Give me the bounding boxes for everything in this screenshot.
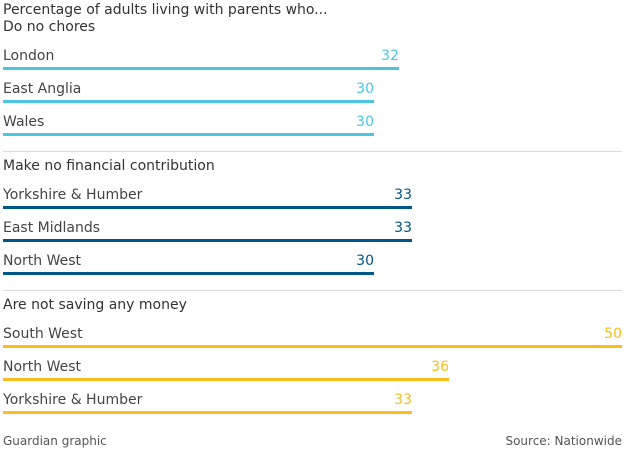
data-label: 33 bbox=[394, 220, 412, 236]
category-label: North West bbox=[3, 359, 82, 375]
bar bbox=[3, 206, 412, 209]
bar-row: East Anglia 30 bbox=[3, 77, 374, 107]
category-label: Yorkshire & Humber bbox=[3, 187, 143, 203]
bar bbox=[3, 345, 622, 348]
data-label: 36 bbox=[431, 359, 449, 375]
category-label: Wales bbox=[3, 114, 45, 130]
graphic-credit: Guardian graphic bbox=[3, 434, 107, 448]
bar-row: London 32 bbox=[3, 44, 399, 74]
category-label: North West bbox=[3, 253, 82, 269]
data-label: 30 bbox=[356, 253, 374, 269]
bar bbox=[3, 67, 399, 70]
bar bbox=[3, 239, 412, 242]
data-label: 30 bbox=[356, 81, 374, 97]
group-title: Do no chores bbox=[3, 19, 96, 35]
bar-row: East Midlands 33 bbox=[3, 216, 412, 246]
category-label: East Anglia bbox=[3, 81, 82, 97]
bar bbox=[3, 272, 374, 275]
bar bbox=[3, 411, 412, 414]
bar-row: Wales 30 bbox=[3, 110, 374, 140]
bar-row: Yorkshire & Humber 33 bbox=[3, 388, 412, 418]
category-label: Yorkshire & Humber bbox=[3, 392, 143, 408]
group-title: Make no financial contribution bbox=[3, 158, 215, 174]
bar-row: North West 36 bbox=[3, 355, 449, 385]
bar-row: South West 50 bbox=[3, 322, 622, 352]
bar-row: Yorkshire & Humber 33 bbox=[3, 183, 412, 213]
category-label: South West bbox=[3, 326, 83, 342]
group-divider bbox=[3, 290, 622, 291]
data-label: 30 bbox=[356, 114, 374, 130]
chart-title: Percentage of adults living with parents… bbox=[3, 2, 328, 18]
bar-row: North West 30 bbox=[3, 249, 374, 279]
source-note: Source: Nationwide bbox=[505, 434, 622, 448]
data-label: 50 bbox=[604, 326, 622, 342]
group-title: Are not saving any money bbox=[3, 297, 187, 313]
data-label: 33 bbox=[394, 392, 412, 408]
data-label: 33 bbox=[394, 187, 412, 203]
category-label: East Midlands bbox=[3, 220, 101, 236]
category-label: London bbox=[3, 48, 55, 64]
data-label: 32 bbox=[381, 48, 399, 64]
bar bbox=[3, 378, 449, 381]
bar bbox=[3, 133, 374, 136]
bar bbox=[3, 100, 374, 103]
group-divider bbox=[3, 151, 622, 152]
